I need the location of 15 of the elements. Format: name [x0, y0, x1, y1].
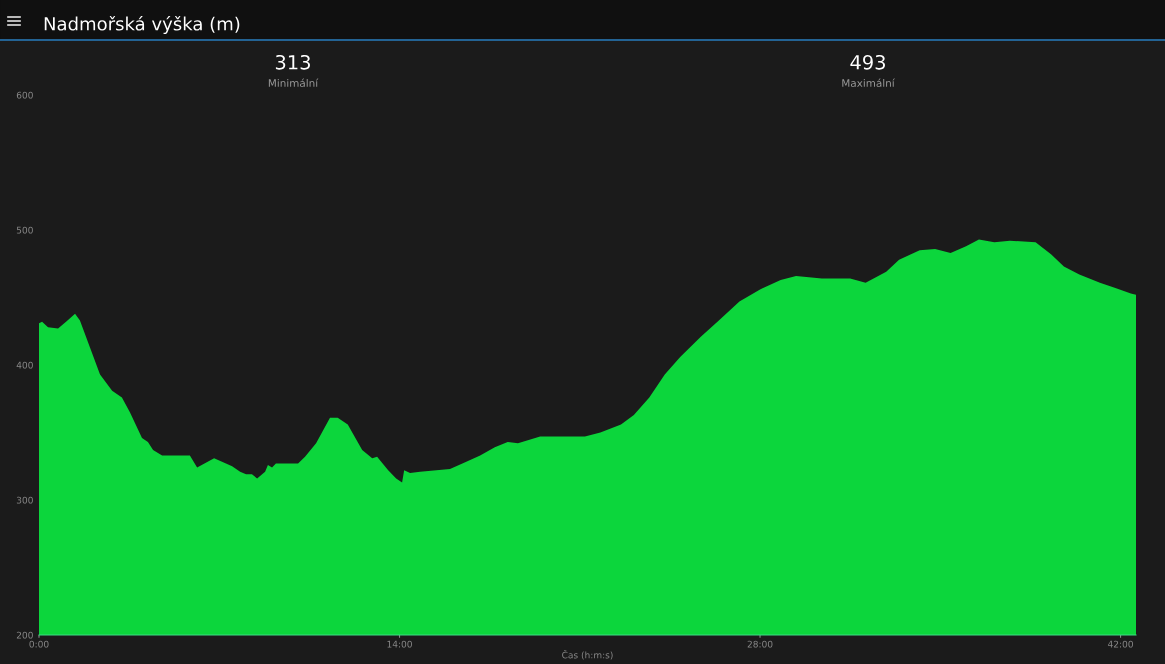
- x-tick-label: 14:00: [387, 640, 412, 648]
- x-tick-label: 28:00: [747, 640, 773, 648]
- chart-title: Nadmořská výška (m): [44, 15, 240, 35]
- y-tick-label: 400: [16, 361, 33, 369]
- text: Maximální: [842, 78, 895, 88]
- text: Minimální: [268, 78, 319, 88]
- x-axis-title: Čas (h:m:s): [562, 649, 613, 660]
- y-tick-label: 500: [16, 226, 33, 234]
- y-tick-label: 300: [16, 496, 33, 504]
- y-tick-label: 200: [16, 631, 33, 639]
- text: 493: [850, 54, 885, 70]
- x-tick-label: 0:00: [29, 640, 49, 648]
- text: 313: [275, 54, 310, 70]
- y-tick-label: 600: [16, 91, 33, 99]
- x-tick-label: 42:00: [1107, 640, 1133, 648]
